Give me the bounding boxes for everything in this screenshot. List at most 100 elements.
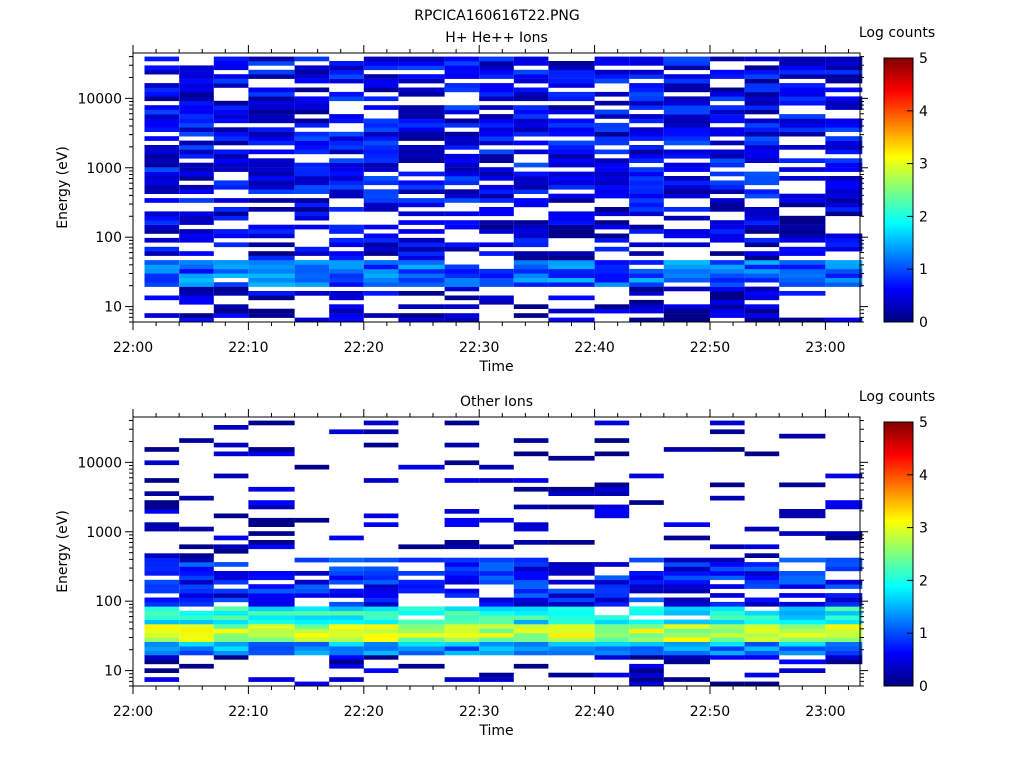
heatmap-cell (144, 668, 180, 673)
heatmap-cell (294, 251, 330, 256)
heatmap-cell (594, 562, 630, 567)
heatmap-cell (179, 189, 214, 194)
heatmap-cell (444, 650, 480, 656)
heatmap-cell (329, 304, 364, 309)
heatmap-cell (213, 264, 249, 270)
heatmap-cell (629, 184, 664, 190)
heatmap-cell (248, 584, 295, 589)
heatmap-cell (179, 588, 214, 594)
heatmap-cell (594, 632, 630, 638)
heatmap-cell (594, 655, 630, 660)
heatmap-cell (629, 242, 664, 248)
heatmap-cell (779, 264, 826, 270)
heatmap-cell (398, 663, 445, 669)
heatmap-cell (444, 442, 480, 448)
heatmap-cell (513, 74, 549, 79)
heatmap-cell (548, 220, 595, 225)
heatmap-cell (479, 56, 514, 62)
heatmap-cell (179, 69, 214, 75)
heatmap-cell (513, 91, 549, 97)
heatmap-cell (329, 619, 364, 625)
heatmap-cell (744, 632, 780, 638)
heatmap-cell (825, 624, 863, 629)
heatmap-cell (825, 273, 863, 278)
heatmap-cell (663, 641, 710, 647)
heatmap-cell (779, 202, 826, 208)
heatmap-cell (629, 304, 664, 309)
heatmap-cell (248, 233, 295, 239)
heatmap-cell (825, 659, 863, 665)
heatmap-cell (363, 584, 399, 589)
heatmap-cell (179, 153, 214, 159)
heatmap-cell (479, 122, 514, 128)
heatmap-cell (629, 588, 664, 594)
colorbar-tick-label: 0 (919, 679, 928, 695)
heatmap-cell (363, 176, 399, 181)
heatmap-cell (248, 624, 295, 629)
heatmap-cell (213, 74, 249, 79)
heatmap-cell (629, 189, 664, 194)
heatmap-cell (629, 668, 664, 673)
heatmap-cell (248, 180, 295, 186)
heatmap-cell (663, 619, 710, 625)
heatmap-cell (363, 237, 399, 243)
heatmap-cell (744, 229, 780, 234)
heatmap-cell (548, 193, 595, 199)
heatmap-cell (213, 211, 249, 217)
heatmap-cell (548, 149, 595, 155)
heatmap-cell (779, 610, 826, 616)
heatmap-cell (179, 579, 214, 585)
heatmap-cell (548, 268, 595, 274)
heatmap-cell (479, 624, 514, 629)
heatmap-cell (179, 597, 214, 603)
heatmap-cell (444, 171, 480, 177)
x-tick-label: 22:00 (113, 704, 153, 720)
heatmap-cell (444, 105, 480, 110)
heatmap-cell (663, 229, 710, 234)
heatmap-cell (398, 171, 445, 177)
heatmap-cell (144, 158, 180, 163)
heatmap-cell (179, 313, 214, 318)
heatmap-cell (479, 268, 514, 274)
heatmap-cell (294, 176, 330, 181)
heatmap-cell (548, 282, 595, 287)
heatmap-cell (629, 131, 664, 137)
heatmap-cell (144, 500, 180, 505)
heatmap-cell (479, 105, 514, 110)
heatmap-cell (329, 624, 364, 629)
heatmap-cell (710, 562, 745, 567)
heatmap-cell (363, 313, 399, 318)
heatmap-cell (594, 224, 630, 230)
heatmap-cell (144, 584, 180, 589)
heatmap-cell (663, 628, 710, 634)
heatmap-cell (179, 140, 214, 146)
x-tick-label: 22:30 (459, 704, 499, 720)
heatmap-cell (548, 184, 595, 190)
heatmap-cell (363, 242, 399, 248)
heatmap-cell (629, 251, 664, 256)
colorbar: 0 1 2 3 4 5 Log counts (859, 389, 935, 695)
heatmap-cell (179, 229, 214, 234)
heatmap-cell (444, 628, 480, 634)
heatmap-cell (629, 641, 664, 647)
x-tick-label: 22:20 (344, 704, 384, 720)
heatmap-cell (594, 260, 630, 265)
heatmap-cell (363, 189, 399, 194)
heatmap-cell (548, 562, 595, 567)
heatmap-cell (179, 615, 214, 620)
heatmap-cell (248, 597, 295, 603)
heatmap-cell (179, 641, 214, 647)
heatmap-cell (663, 588, 710, 594)
heatmap-cell (663, 579, 710, 585)
heatmap-cell (594, 220, 630, 225)
heatmap-cell (710, 304, 745, 309)
heatmap-cell (329, 264, 364, 270)
heatmap-cell (479, 544, 514, 550)
heatmap-cell (144, 91, 180, 97)
heatmap-cell (513, 260, 549, 265)
heatmap-cell (329, 282, 364, 287)
heatmap-cell (248, 131, 295, 137)
heatmap-cell (479, 158, 514, 163)
heatmap-cell (144, 447, 180, 452)
heatmap-cell (744, 145, 780, 150)
